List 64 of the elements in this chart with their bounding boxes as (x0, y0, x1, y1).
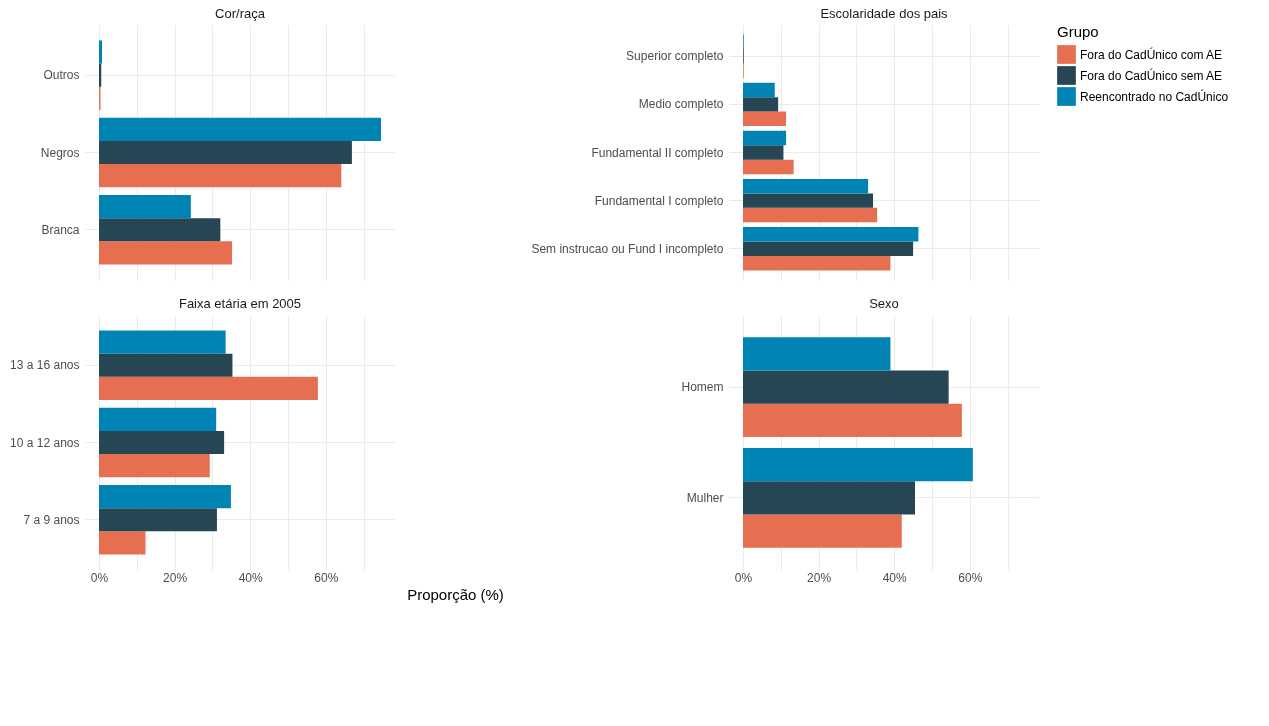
bar (98, 218, 221, 242)
bar (98, 454, 210, 478)
legend-label: Reencontrado no CadÚnico (1080, 88, 1229, 104)
y-tick-label: Sem instrucao ou Fund I incompleto (531, 241, 724, 256)
bar (98, 430, 225, 455)
bar (98, 485, 231, 509)
y-tick-label: Superior completo (626, 49, 724, 64)
y-tick-label: Outros (43, 68, 80, 83)
chart-title: Cor/raça (215, 6, 266, 21)
bar (742, 145, 784, 160)
x-tick-label: 40% (882, 570, 908, 585)
bar (98, 508, 217, 532)
y-tick-label: Branca (41, 222, 80, 237)
y-tick-label: Negros (40, 145, 80, 160)
bar (742, 111, 787, 127)
bar (742, 159, 794, 175)
y-tick-label: Homem (681, 380, 724, 395)
bar (742, 403, 962, 437)
x-tick-label: 20% (163, 570, 188, 585)
bar (742, 178, 869, 194)
bar (98, 531, 146, 555)
y-tick-label: Medio completo (638, 97, 724, 112)
legend-label: Fora do CadÚnico sem AE (1080, 67, 1223, 83)
x-tick-label: 0% (90, 570, 109, 585)
bar (742, 481, 915, 515)
bar (742, 130, 787, 146)
x-axis-title: Proporção (%) (407, 585, 504, 603)
y-tick-label: Fundamental I completo (594, 193, 724, 208)
chart-title: Sexo (869, 296, 899, 311)
bar (98, 376, 318, 400)
bar (98, 330, 226, 354)
bar (98, 407, 217, 431)
bar (98, 353, 233, 377)
bar (742, 514, 902, 548)
bar (98, 117, 382, 141)
y-tick-label: 13 a 16 anos (10, 358, 80, 373)
bar (742, 255, 891, 271)
y-tick-label: Fundamental II completo (591, 145, 724, 160)
chart-title: Escolaridade dos pais (820, 6, 949, 21)
legend-title: Grupo (1057, 23, 1099, 40)
bar (98, 140, 352, 165)
legend-label: Fora do CadÚnico com AE (1080, 46, 1223, 62)
bar (742, 82, 775, 98)
bar (98, 241, 233, 265)
bar (742, 207, 878, 223)
y-tick-label: 7 a 9 anos (23, 512, 80, 527)
bar (742, 97, 779, 112)
x-tick-label: 40% (238, 570, 264, 585)
bar (742, 241, 914, 256)
bar (98, 164, 342, 188)
x-tick-label: 60% (314, 570, 339, 585)
bar (742, 448, 973, 482)
bar (742, 193, 874, 208)
x-tick-label: 20% (807, 570, 832, 585)
x-tick-label: 0% (734, 570, 753, 585)
bar (742, 227, 919, 242)
bar (98, 195, 191, 219)
bar (98, 40, 103, 64)
bar (742, 337, 891, 371)
x-tick-label: 60% (958, 570, 983, 585)
bar (742, 370, 949, 404)
y-tick-label: 10 a 12 anos (10, 435, 80, 450)
chart-title: Faixa etária em 2005 (178, 296, 302, 311)
y-tick-label: Mulher (686, 490, 724, 505)
